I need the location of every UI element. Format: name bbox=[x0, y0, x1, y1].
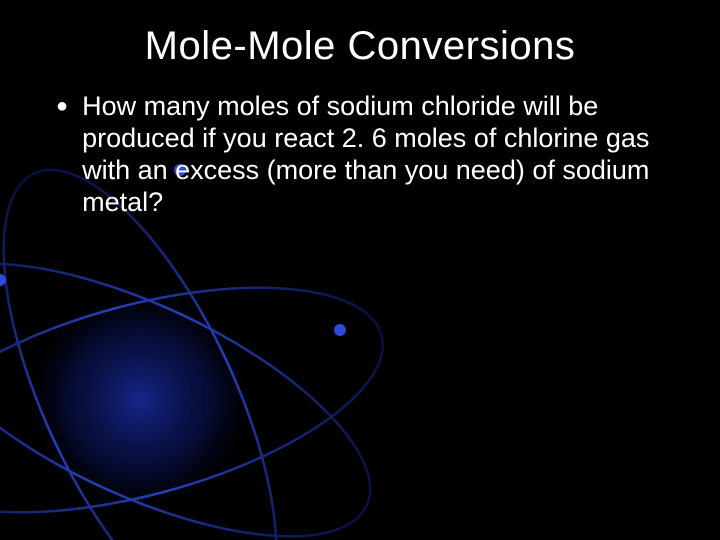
slide: Mole-Mole Conversions ● How many moles o… bbox=[0, 0, 720, 540]
slide-title: Mole-Mole Conversions bbox=[0, 24, 720, 69]
bullet-marker: ● bbox=[56, 90, 68, 122]
slide-body: ● How many moles of sodium chloride will… bbox=[56, 90, 664, 218]
bullet-item: ● How many moles of sodium chloride will… bbox=[56, 90, 664, 218]
bullet-text: How many moles of sodium chloride will b… bbox=[82, 90, 664, 218]
